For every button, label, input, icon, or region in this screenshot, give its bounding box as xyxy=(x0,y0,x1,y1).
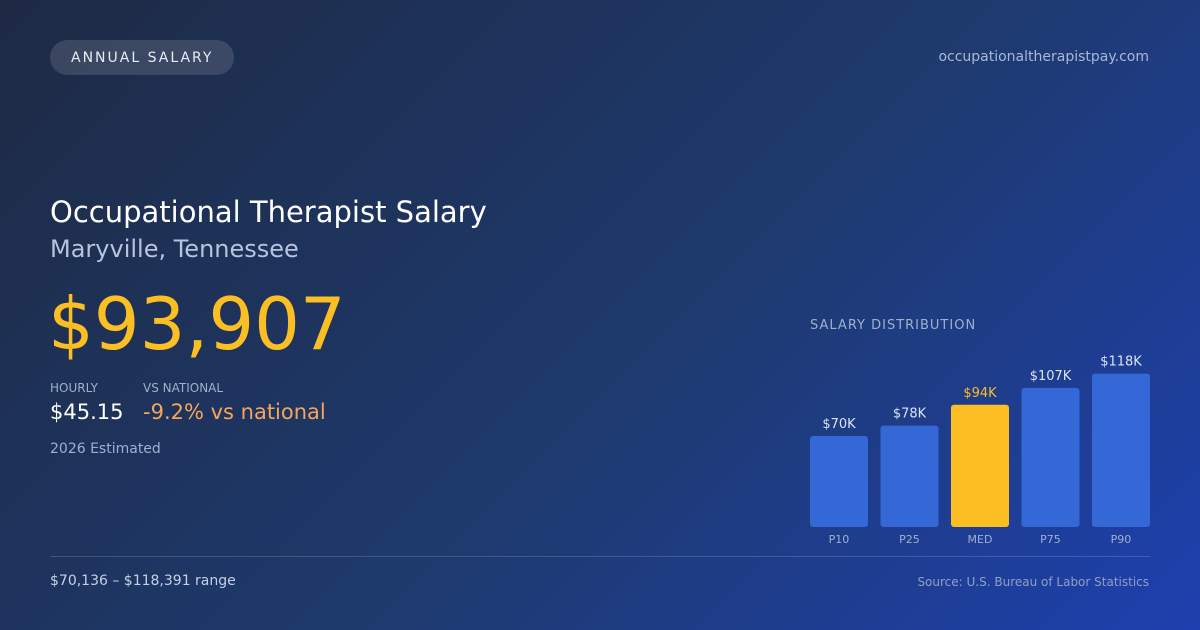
site-url[interactable]: occupationaltherapistpay.com xyxy=(938,49,1149,65)
bar-p25 xyxy=(880,425,939,527)
category-tick-label: P10 xyxy=(829,533,850,546)
bar-p10 xyxy=(810,436,868,527)
bar-value-label: $94K xyxy=(963,386,997,401)
badge-label: ANNUAL SALARY xyxy=(71,49,214,66)
category-tick-label: MED xyxy=(968,533,993,546)
hourly-label: HOURLY xyxy=(50,381,99,395)
vs-national-label: VS NATIONAL xyxy=(143,381,224,395)
category-tick-label: P25 xyxy=(899,533,920,546)
source-note: Source: U.S. Bureau of Labor Statistics xyxy=(917,575,1149,589)
chart-title: SALARY DISTRIBUTION xyxy=(810,318,977,333)
bar-p75 xyxy=(1021,387,1080,527)
annual-salary-value: $93,907 xyxy=(48,282,346,366)
salary-distribution-chart: $70K P10 $78K P25 $94K MED $107K P75 $118K P90 xyxy=(810,355,1150,546)
annual-salary-badge: ANNUAL SALARY xyxy=(50,40,235,75)
salary-range: $70,136 – $118,391 range xyxy=(50,573,236,589)
page-title: Occupational Therapist Salary xyxy=(50,195,487,229)
bar-med xyxy=(951,404,1009,527)
vs-national-value: -9.2% vs national xyxy=(143,400,326,424)
estimate-note: 2026 Estimated xyxy=(50,441,161,457)
bar-value-label: $70K xyxy=(822,417,856,432)
category-tick-label: P90 xyxy=(1111,533,1132,546)
hourly-value: $45.15 xyxy=(50,400,124,424)
bar-value-label: $107K xyxy=(1030,369,1072,384)
category-tick-label: P75 xyxy=(1040,533,1061,546)
footer-divider xyxy=(50,556,1150,557)
location-subtitle: Maryville, Tennessee xyxy=(50,235,299,263)
bar-p90 xyxy=(1092,373,1150,527)
bar-value-label: $78K xyxy=(893,407,927,422)
bar-value-label: $118K xyxy=(1100,355,1142,370)
